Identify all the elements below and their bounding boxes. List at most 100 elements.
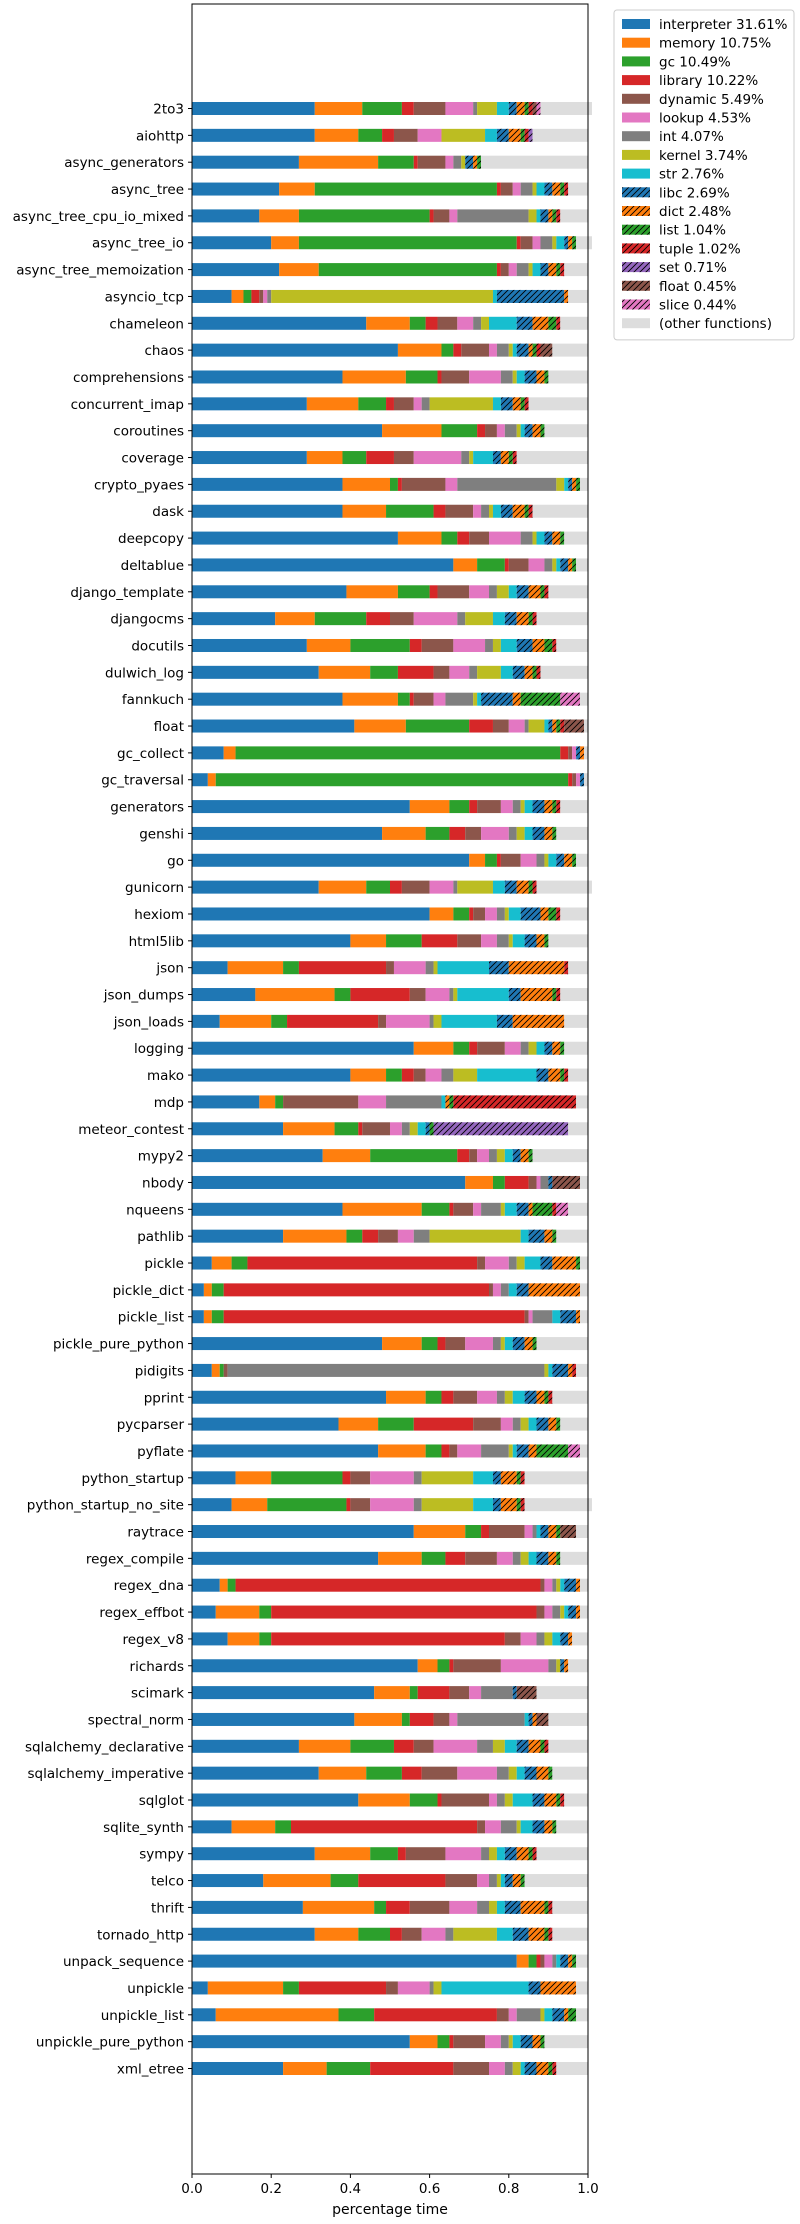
bar-segment-logging-1 xyxy=(413,1041,454,1055)
bar-segment-regex_effbot-16 xyxy=(580,1605,588,1619)
bar-segment-tornado_http-4 xyxy=(401,1927,422,1941)
bar-hatch-logging-10 xyxy=(552,1041,561,1055)
y-tick-label: pycparser xyxy=(117,1417,185,1433)
y-tick-label: mdp xyxy=(154,1095,184,1111)
bar-segment-json_dumps-2 xyxy=(334,988,351,1002)
bar-segment-gunicorn-5 xyxy=(429,880,454,894)
bar-segment-sqlite_synth-7 xyxy=(516,1820,521,1834)
bar-segment-unpickle_list-0 xyxy=(192,2008,216,2022)
bar-segment-pidigits-6 xyxy=(227,1363,545,1377)
bar-hatch-deltablue-11 xyxy=(572,558,577,572)
bar-segment-coroutines-1 xyxy=(382,424,442,438)
bar-segment-comprehensions-5 xyxy=(469,370,501,384)
bar-segment-gunicorn-16 xyxy=(536,880,592,894)
y-tick-label: deltablue xyxy=(121,558,184,574)
legend-label: dict 2.48% xyxy=(659,204,731,220)
bar-segment-async_tree_io-7 xyxy=(552,236,557,250)
bar-segment-asyncio_tcp-3 xyxy=(251,289,260,303)
bar-segment-djangocms-4 xyxy=(390,612,414,626)
bar-segment-async_generators-6 xyxy=(453,155,462,169)
bar-segment-coverage-2 xyxy=(342,451,367,465)
bar-segment-meteor_contest-0 xyxy=(192,1122,284,1136)
bar-segment-unpickle-2 xyxy=(283,1981,299,1995)
bar-segment-float-3 xyxy=(469,719,493,733)
bar-segment-pyflate-1 xyxy=(378,1444,426,1458)
bar-segment-telco-16 xyxy=(524,1874,588,1888)
bar-segment-crypto_pyaes-3 xyxy=(397,477,402,491)
bar-segment-json_dumps-5 xyxy=(425,988,450,1002)
bar-segment-logging-2 xyxy=(453,1041,470,1055)
bar-segment-regex_v8-7 xyxy=(544,1632,553,1646)
bar-segment-deepcopy-4 xyxy=(469,531,489,545)
bar-segment-json_dumps-16 xyxy=(560,988,588,1002)
bar-segment-mako-8 xyxy=(477,1068,537,1082)
bar-segment-pathlib-2 xyxy=(346,1229,363,1243)
bar-segment-python_startup-16 xyxy=(524,1471,588,1485)
bar-segment-dask-5 xyxy=(473,504,482,518)
bar-segment-float-4 xyxy=(492,719,509,733)
bar-segment-unpack_sequence-4 xyxy=(540,1954,545,1968)
bar-hatch-pathlib-10 xyxy=(544,1229,553,1243)
bar-segment-telco-0 xyxy=(192,1874,264,1888)
bar-hatch-fannkuch-9 xyxy=(481,692,513,706)
bar-segment-regex_compile-3 xyxy=(445,1551,466,1565)
legend: interpreter 31.61% memory 10.75% gc 10.49%… xyxy=(613,9,795,341)
legend-label: libc 2.69% xyxy=(659,185,730,201)
bar-hatch-nqueens-11 xyxy=(532,1202,553,1216)
bar-segment-pidigits-4 xyxy=(223,1363,228,1377)
bar-segment-chameleon-5 xyxy=(457,316,474,330)
bar-hatch-go-9 xyxy=(556,853,565,867)
bar-hatch-sqlalchemy_imperative-10 xyxy=(536,1766,549,1780)
bar-segment-tornado_http-2 xyxy=(358,1927,390,1941)
bar-hatch-mdp-11 xyxy=(449,1095,454,1109)
bar-segment-aiohttp-0 xyxy=(192,128,315,142)
bar-hatch-thrift-12 xyxy=(548,1900,553,1914)
bar-hatch-sympy-11 xyxy=(528,1847,533,1861)
bar-segment-mypy2-2 xyxy=(370,1149,458,1163)
bar-segment-chameleon-1 xyxy=(366,316,410,330)
bar-segment-pycparser-6 xyxy=(512,1417,521,1431)
bar-segment-json_loads-0 xyxy=(192,1014,220,1028)
bar-segment-go-3 xyxy=(496,853,501,867)
bar-segment-unpickle_list-7 xyxy=(540,2008,545,2022)
bar-segment-regex_v8-4 xyxy=(504,1632,521,1646)
bar-segment-regex_dna-6 xyxy=(552,1578,557,1592)
bar-segment-pickle-5 xyxy=(485,1256,509,1270)
bar-hatch-2to3-15 xyxy=(536,102,541,115)
bar-segment-sqlalchemy_declarative-2 xyxy=(350,1739,394,1753)
bar-segment-sqlalchemy_declarative-1 xyxy=(298,1739,351,1753)
bar-segment-pathlib-16 xyxy=(556,1229,588,1243)
bar-hatch-float-10 xyxy=(552,719,557,733)
bar-segment-django_template-2 xyxy=(397,585,430,599)
bar-segment-deepcopy-7 xyxy=(532,531,537,545)
bar-segment-pathlib-0 xyxy=(192,1229,284,1243)
bar-hatch-regex_compile-11 xyxy=(556,1551,561,1565)
bar-segment-meteor_contest-1 xyxy=(283,1122,335,1136)
bar-segment-unpickle-6 xyxy=(429,1981,434,1995)
bar-segment-djangocms-5 xyxy=(413,612,458,626)
bar-hatch-unpickle-10 xyxy=(540,1981,577,1995)
y-tick-label: chameleon xyxy=(109,316,184,332)
bar-hatch-crypto_pyaes-9 xyxy=(568,477,573,491)
bar-hatch-2to3-11 xyxy=(524,102,529,115)
y-tick-label: mako xyxy=(147,1068,184,1084)
bar-segment-mdp-2 xyxy=(275,1095,284,1109)
bar-hatch-pprint-11 xyxy=(544,1390,549,1404)
bar-hatch-mypy2-9 xyxy=(512,1149,521,1163)
bar-hatch-coroutines-11 xyxy=(540,424,545,438)
bar-segment-djangocms-6 xyxy=(457,612,466,626)
bar-segment-pickle_dict-6 xyxy=(500,1283,509,1297)
bar-segment-crypto_pyaes-5 xyxy=(445,477,458,491)
bar-segment-unpickle-4 xyxy=(386,1981,398,1995)
bar-hatch-gc_traversal-9 xyxy=(580,773,585,787)
bar-segment-pidigits-16 xyxy=(576,1363,588,1377)
bar-segment-dask-1 xyxy=(342,504,387,518)
bar-segment-logging-3 xyxy=(469,1041,478,1055)
bar-segment-nbody-6 xyxy=(540,1175,549,1189)
bar-segment-thrift-7 xyxy=(489,1900,497,1914)
legend-swatch-hatch xyxy=(622,243,650,254)
bar-segment-regex_effbot-0 xyxy=(192,1605,216,1619)
bar-segment-asyncio_tcp-16 xyxy=(568,289,588,303)
bar-segment-pyflate-6 xyxy=(481,1444,509,1458)
bar-segment-pickle_list-8 xyxy=(552,1310,561,1324)
